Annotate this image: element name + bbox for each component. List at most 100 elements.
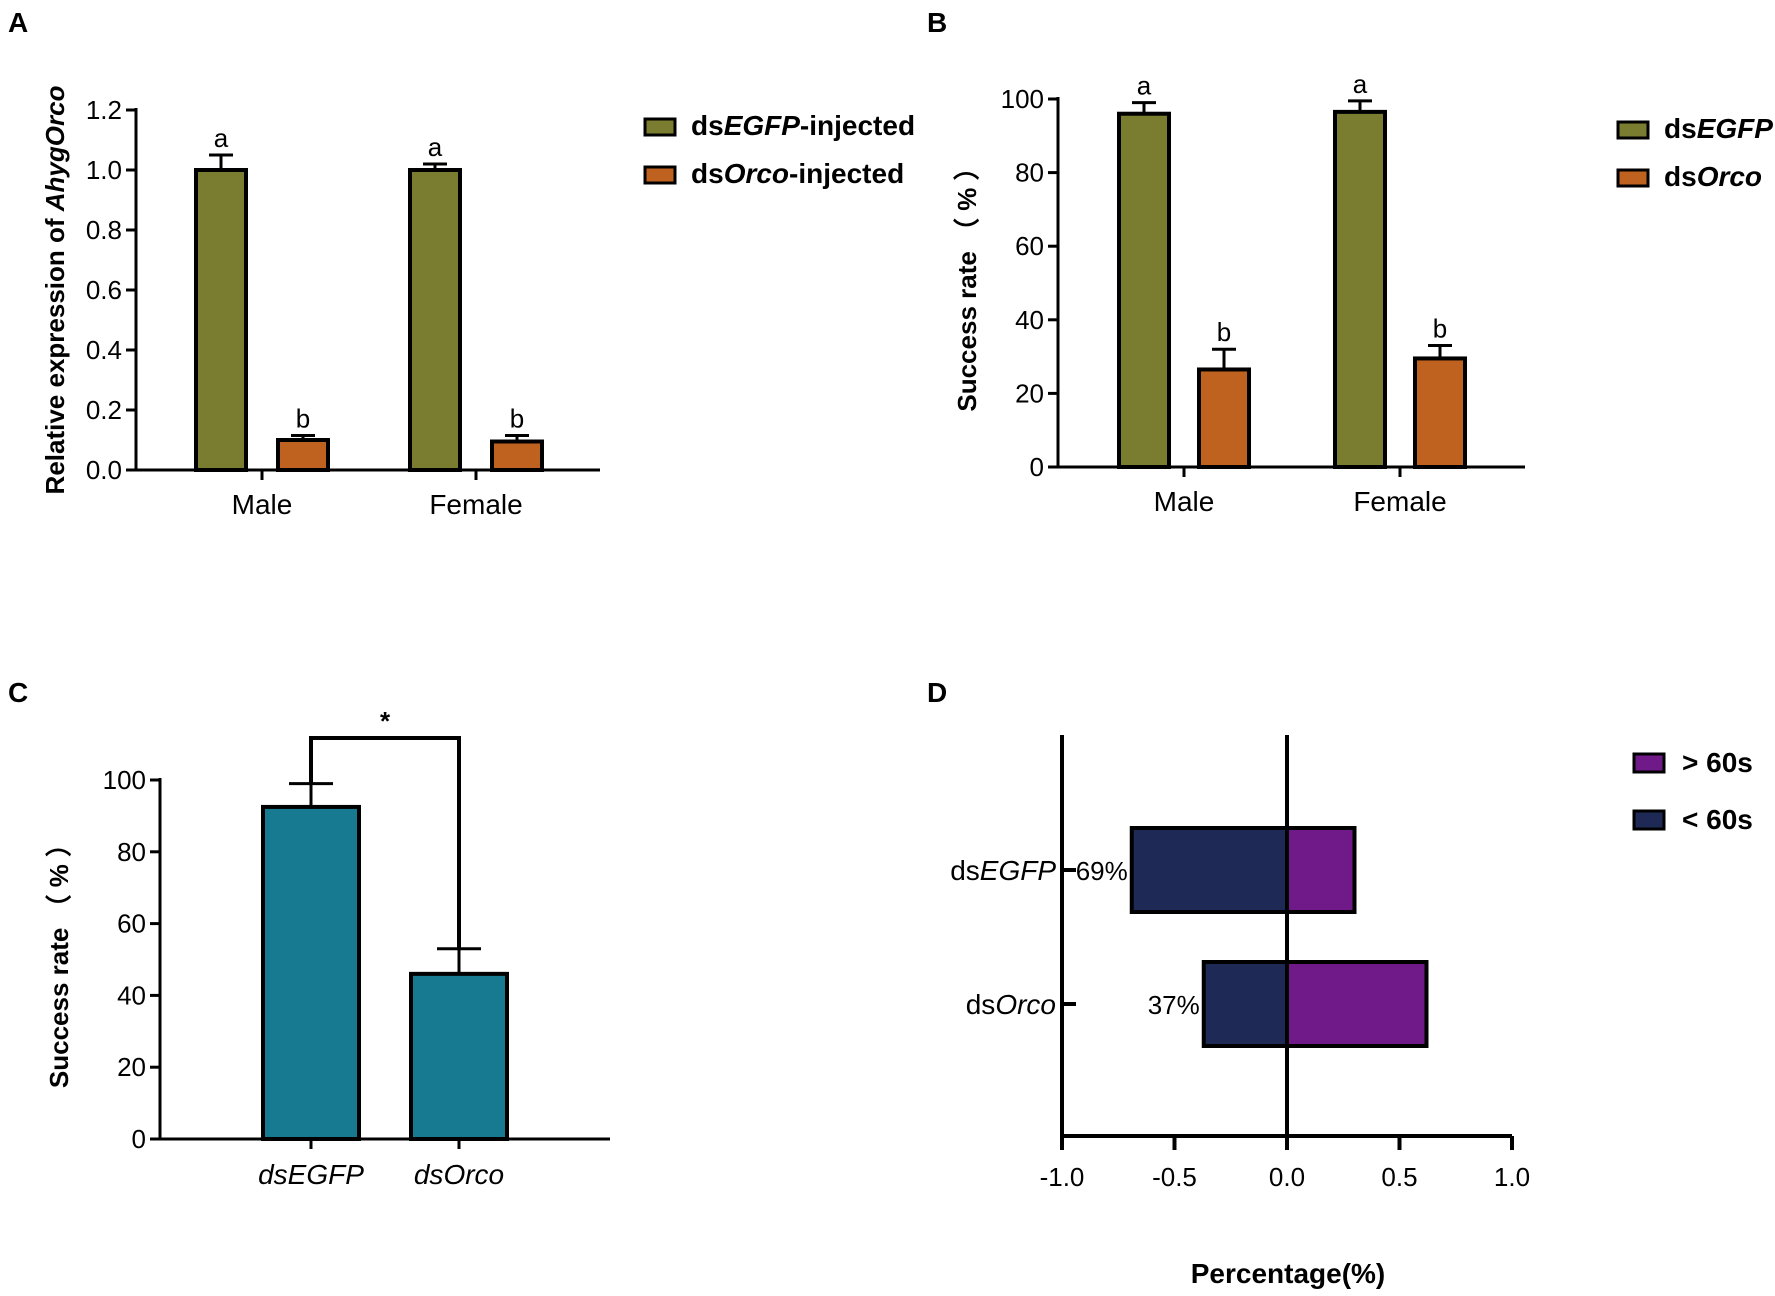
x-category-label: Female bbox=[1353, 486, 1446, 517]
legend-swatch bbox=[1632, 752, 1666, 774]
bar bbox=[194, 168, 248, 472]
panel-letter-a: A bbox=[8, 7, 28, 38]
legend-label-part: Orco bbox=[1697, 161, 1762, 192]
legend-label-part: ds bbox=[691, 158, 724, 189]
x-tick-label: -0.5 bbox=[1152, 1162, 1197, 1192]
x-category-label-part: Orco bbox=[443, 1159, 504, 1190]
y-tick-label: 100 bbox=[103, 765, 146, 795]
x-axis-label: Percentage(%) bbox=[1191, 1258, 1386, 1289]
y-tick-label: 80 bbox=[117, 837, 146, 867]
x-tick-label: 0.5 bbox=[1381, 1162, 1417, 1192]
panel-letter-d: D bbox=[927, 677, 947, 708]
legend-label: dsEGFP-injected bbox=[691, 110, 915, 141]
y-tick-label: 40 bbox=[117, 980, 146, 1010]
y-axis-label: Success rate （ % ） bbox=[952, 154, 982, 411]
bar bbox=[1413, 356, 1467, 469]
bar-value-label: 69% bbox=[1076, 856, 1128, 886]
y-category-label-part: Orco bbox=[995, 989, 1056, 1020]
x-tick-label: 1.0 bbox=[1494, 1162, 1530, 1192]
bar bbox=[1285, 960, 1429, 1048]
significance-letter: a bbox=[1353, 69, 1368, 99]
legend-label-part: ds bbox=[1664, 113, 1697, 144]
y-category-label-part: EGFP bbox=[980, 855, 1057, 886]
legend-label: > 60s bbox=[1682, 747, 1753, 778]
x-category-label: dsOrco bbox=[414, 1159, 504, 1190]
y-tick-label: 0.4 bbox=[86, 335, 122, 365]
x-tick-label: -1.0 bbox=[1040, 1162, 1085, 1192]
significance-letter: a bbox=[214, 123, 229, 153]
panel-letter-b: B bbox=[927, 7, 947, 38]
bar bbox=[409, 971, 509, 1141]
legend-label-part: ds bbox=[691, 110, 724, 141]
legend-swatch bbox=[643, 117, 677, 137]
y-tick-label: 0 bbox=[1030, 452, 1044, 482]
bar bbox=[1129, 826, 1289, 914]
bar bbox=[261, 804, 361, 1141]
legend-swatch bbox=[1616, 120, 1650, 140]
x-category-label: Female bbox=[429, 489, 522, 520]
y-category-label: dsOrco bbox=[966, 989, 1056, 1020]
y-tick-label: 60 bbox=[117, 909, 146, 939]
significance-letter: b bbox=[1433, 314, 1447, 344]
panel-b: B 0 20 40 60 80 100 Success rate （ % ） Male a b Fem… bbox=[927, 7, 1773, 517]
significance-letter: b bbox=[296, 404, 310, 434]
significance-bracket bbox=[309, 736, 461, 949]
x-tick-label: 0.0 bbox=[1269, 1162, 1305, 1192]
bar bbox=[490, 439, 544, 472]
significance-letter: a bbox=[428, 132, 443, 162]
bar bbox=[1201, 960, 1289, 1048]
y-tick-label: 40 bbox=[1015, 305, 1044, 335]
y-tick-label: 0.2 bbox=[86, 395, 122, 425]
x-category-label: Male bbox=[1154, 486, 1215, 517]
y-axis-label-part: AhygOrco bbox=[40, 85, 70, 212]
significance-letter: a bbox=[1137, 71, 1152, 101]
bar bbox=[408, 168, 462, 472]
y-tick-label: 20 bbox=[117, 1052, 146, 1082]
legend-label: dsOrco bbox=[1664, 161, 1762, 192]
legend-label: < 60s bbox=[1682, 804, 1753, 835]
x-category-label-part: EGFP bbox=[288, 1159, 365, 1190]
legend-swatch bbox=[1632, 809, 1666, 831]
y-tick-label: 20 bbox=[1015, 378, 1044, 408]
y-tick-label: 0.0 bbox=[86, 455, 122, 485]
y-tick-label: 100 bbox=[1001, 84, 1044, 114]
y-tick-label: 0 bbox=[132, 1124, 146, 1154]
legend-label-part: Orco bbox=[724, 158, 789, 189]
x-category-label: dsEGFP bbox=[258, 1159, 364, 1190]
bar bbox=[1117, 111, 1171, 469]
x-category-label-part: ds bbox=[258, 1159, 288, 1190]
y-category-label: dsEGFP bbox=[950, 855, 1056, 886]
bar bbox=[1333, 109, 1387, 469]
bar bbox=[1285, 826, 1357, 914]
bar-value-label: 37% bbox=[1148, 990, 1200, 1020]
y-tick-label: 0.8 bbox=[86, 215, 122, 245]
significance-star: * bbox=[380, 706, 391, 736]
legend-swatch bbox=[1616, 168, 1650, 188]
bar bbox=[276, 438, 330, 472]
legend-label-part: EGFP bbox=[724, 110, 801, 141]
legend-label-part: -injected bbox=[789, 158, 904, 189]
significance-letter: b bbox=[1217, 317, 1231, 347]
y-tick-label: 0.6 bbox=[86, 275, 122, 305]
y-tick-label: 1.2 bbox=[86, 95, 122, 125]
y-axis-label: Success rate （ % ） bbox=[44, 831, 74, 1088]
y-tick-label: 1.0 bbox=[86, 155, 122, 185]
significance-letter: b bbox=[510, 404, 524, 434]
y-tick-label: 60 bbox=[1015, 231, 1044, 261]
panel-letter-c: C bbox=[8, 677, 28, 708]
legend-label-part: -injected bbox=[800, 110, 915, 141]
bar bbox=[1197, 367, 1251, 470]
y-axis-label: Relative expression of AhygOrco bbox=[40, 85, 70, 494]
y-category-label-part: ds bbox=[966, 989, 996, 1020]
x-category-label-part: ds bbox=[414, 1159, 444, 1190]
y-tick-label: 80 bbox=[1015, 158, 1044, 188]
legend-label: dsOrco-injected bbox=[691, 158, 904, 189]
legend-swatch bbox=[643, 165, 677, 185]
legend-label-part: EGFP bbox=[1697, 113, 1774, 144]
legend-label: dsEGFP bbox=[1664, 113, 1773, 144]
y-category-label-part: ds bbox=[950, 855, 980, 886]
x-category-label: Male bbox=[232, 489, 293, 520]
